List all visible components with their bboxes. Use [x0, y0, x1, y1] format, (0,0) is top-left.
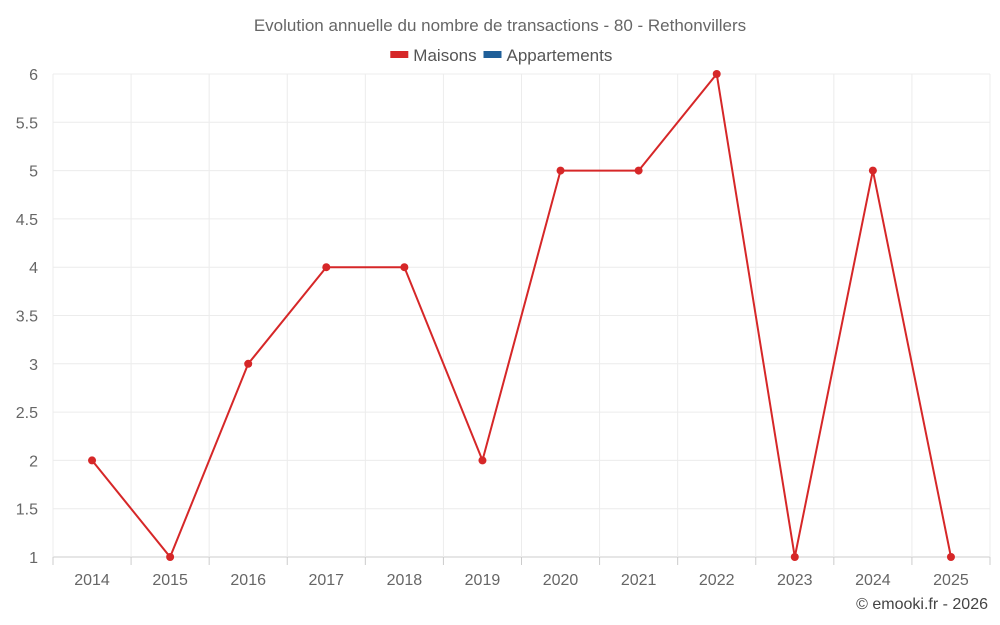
x-tick-label: 2019: [465, 572, 501, 589]
data-point[interactable]: [868, 166, 877, 175]
y-tick-label: 2: [29, 453, 38, 470]
x-tick-label: 2016: [230, 572, 266, 589]
y-tick-label: 3: [29, 357, 38, 374]
data-point[interactable]: [946, 553, 955, 561]
legend: Maisons Appartements: [390, 46, 612, 65]
legend-swatch-maisons[interactable]: [390, 51, 409, 58]
plot-area: [88, 70, 955, 561]
legend-label-appartements[interactable]: Appartements: [507, 46, 613, 65]
y-tick-label: 3.5: [16, 309, 38, 326]
series-line-maisons: [91, 71, 952, 559]
y-tick-label: 2.5: [16, 405, 38, 422]
x-tick-label: 2020: [543, 572, 579, 589]
data-point[interactable]: [712, 70, 721, 78]
x-tick-label: 2022: [699, 572, 735, 589]
x-tick-label: 2023: [777, 572, 813, 589]
x-tick-label: 2025: [933, 572, 969, 589]
data-point[interactable]: [166, 553, 175, 561]
y-tick-label: 4: [29, 260, 38, 277]
chart-title: Evolution annuelle du nombre de transact…: [254, 16, 746, 35]
data-point[interactable]: [790, 553, 799, 561]
y-tick-label: 5.5: [16, 115, 38, 132]
x-tick-label: 2015: [152, 572, 188, 589]
data-point[interactable]: [478, 456, 487, 465]
data-point[interactable]: [556, 166, 565, 175]
x-tick-label: 2024: [855, 572, 891, 589]
y-axis: 1 1.5 2 2.5 3 3.5 4 4.5 5 5.5 6: [16, 67, 38, 567]
legend-label-maisons[interactable]: Maisons: [413, 46, 476, 65]
data-point[interactable]: [322, 263, 331, 272]
data-point[interactable]: [88, 456, 97, 465]
x-tick-label: 2017: [308, 572, 344, 589]
x-tick-label: 2021: [621, 572, 657, 589]
data-point[interactable]: [634, 166, 643, 175]
data-point[interactable]: [244, 359, 253, 368]
x-tick-label: 2018: [387, 572, 423, 589]
x-tick-label: 2014: [74, 572, 110, 589]
y-tick-label: 5: [29, 164, 38, 181]
x-axis: 2014 2015 2016 2017 2018 2019 2020 2021 2022 2023…: [52, 557, 991, 589]
y-tick-label: 1: [29, 550, 38, 567]
y-tick-label: 6: [29, 67, 38, 84]
y-tick-label: 1.5: [16, 502, 38, 519]
data-point[interactable]: [400, 263, 409, 272]
y-tick-label: 4.5: [16, 212, 38, 229]
legend-swatch-appartements[interactable]: [483, 51, 502, 58]
credit-text: © emooki.fr - 2026: [856, 596, 988, 613]
